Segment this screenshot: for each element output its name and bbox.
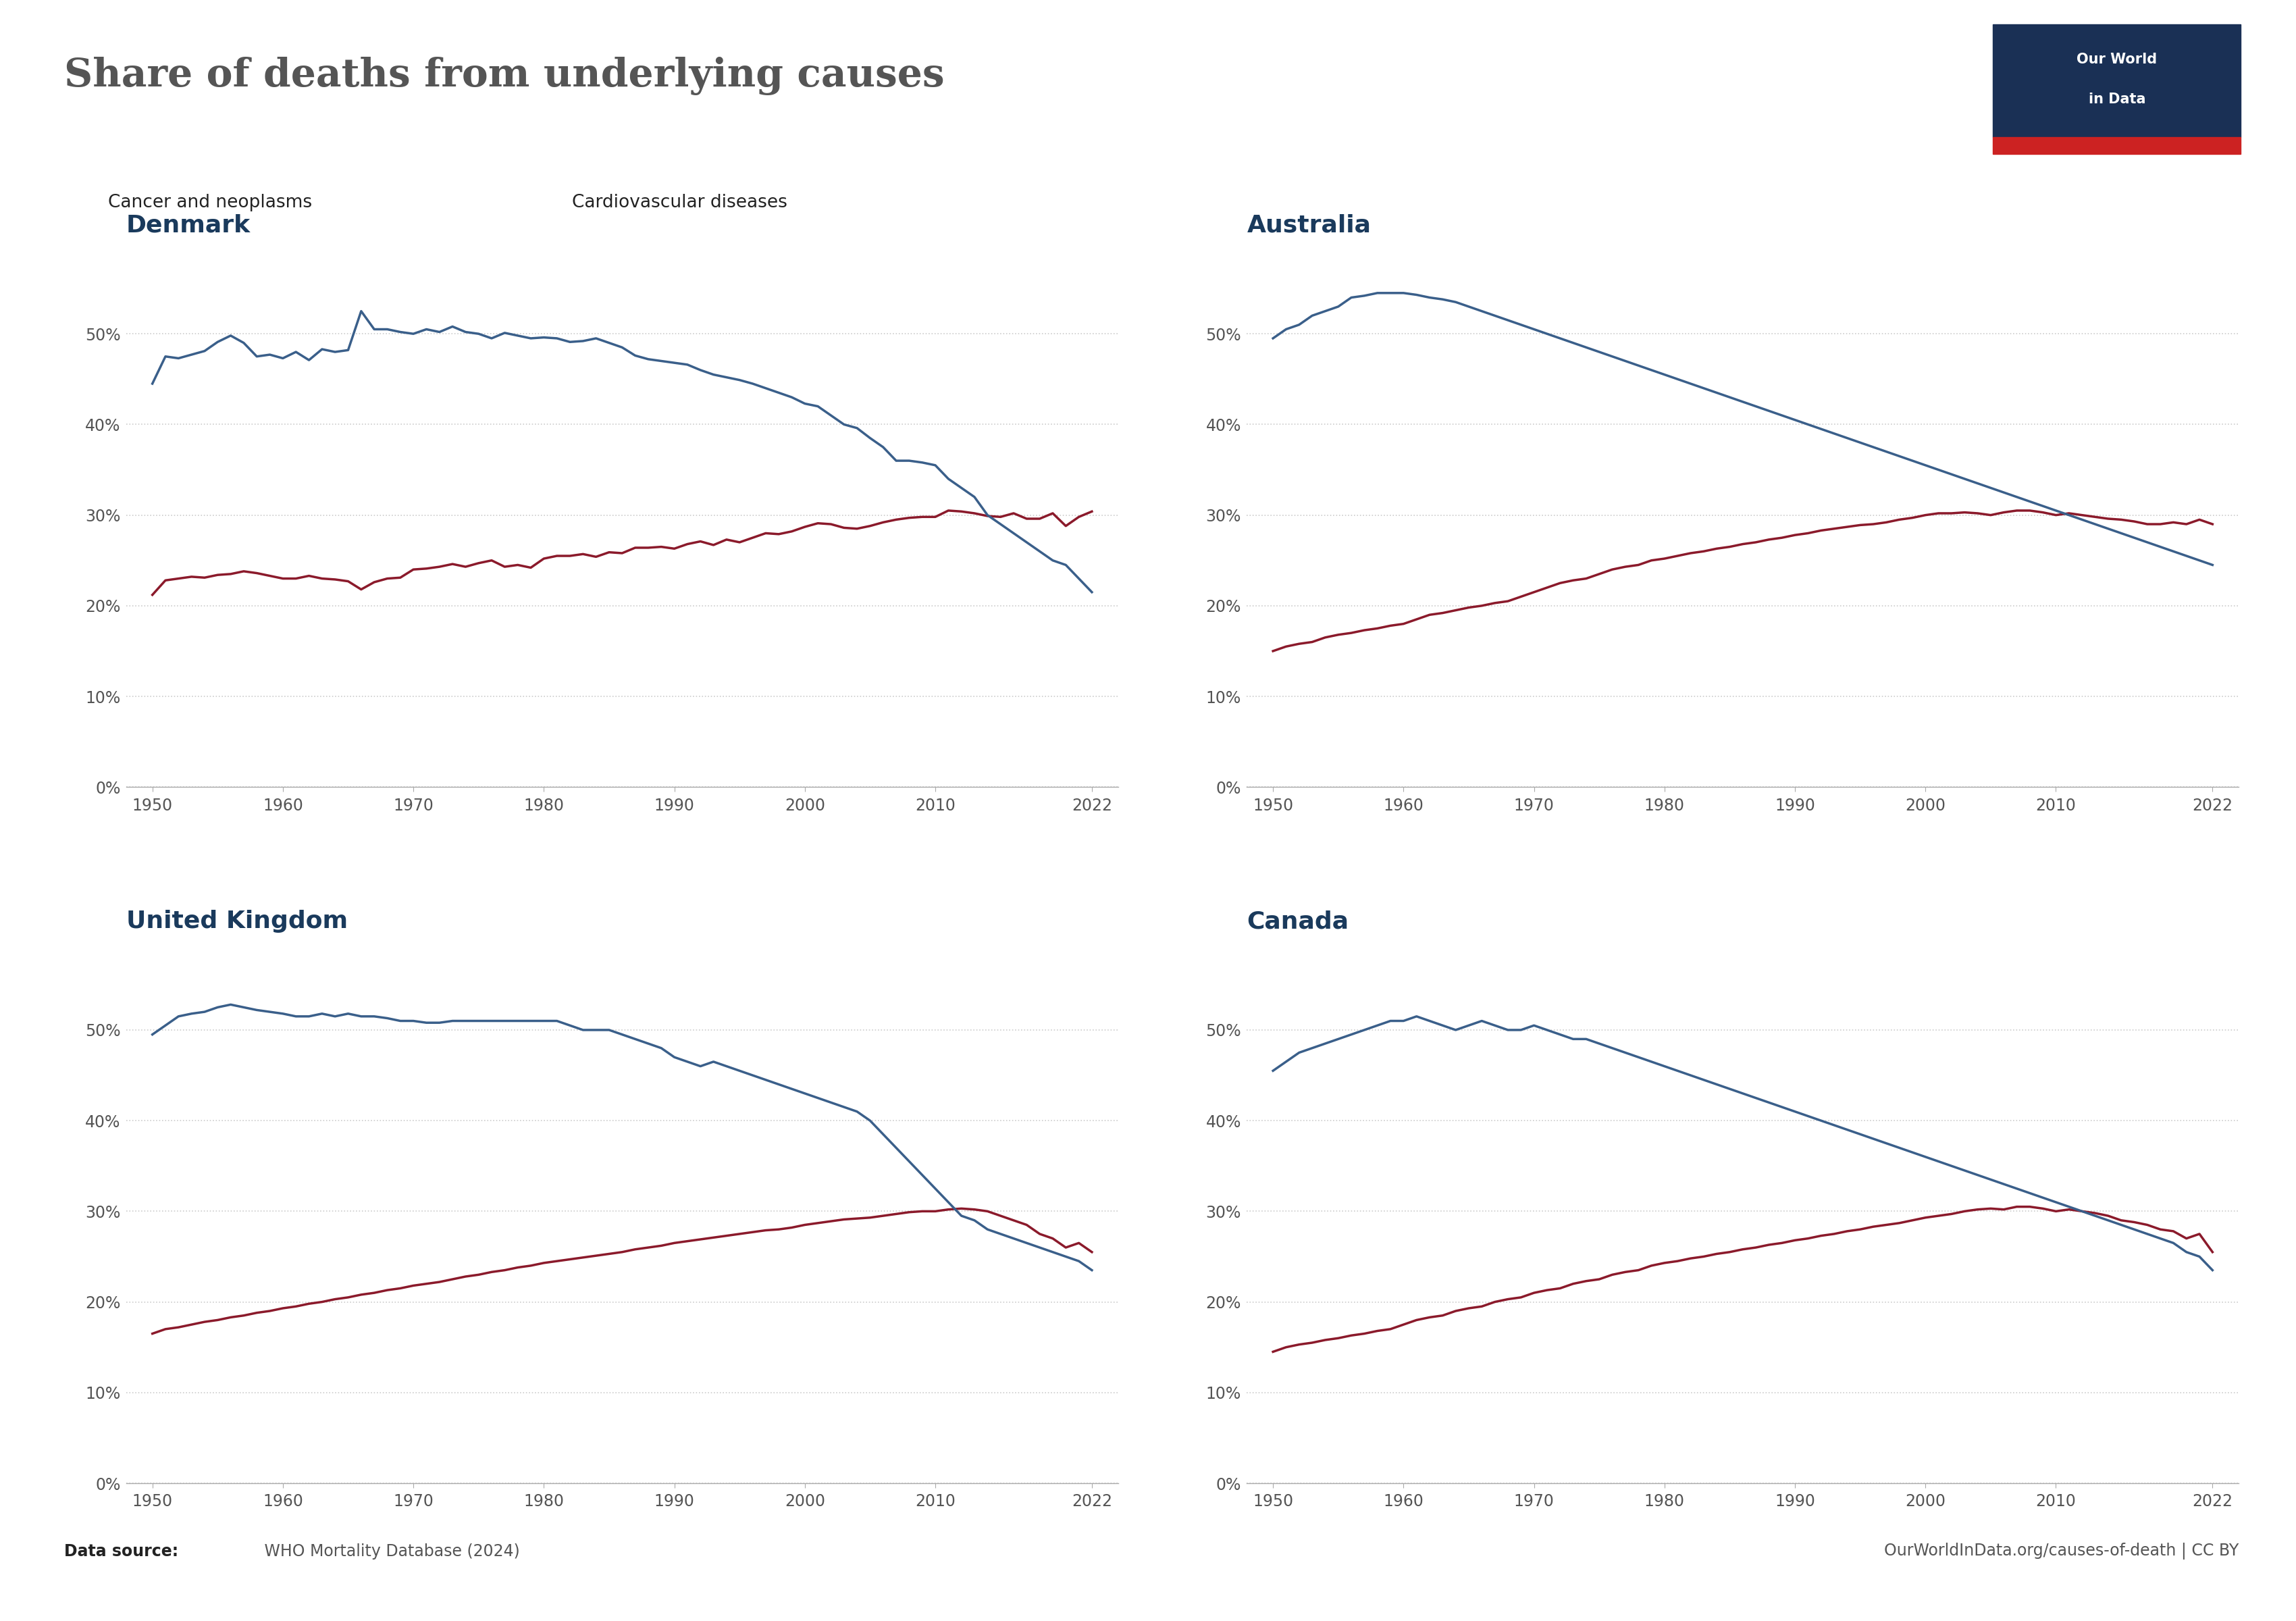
Text: Cancer and neoplasms: Cancer and neoplasms	[108, 195, 312, 211]
Text: Denmark: Denmark	[126, 214, 250, 237]
Text: Data source:: Data source:	[64, 1543, 179, 1559]
Bar	[1993, 138, 2241, 154]
Text: Cardiovascular diseases: Cardiovascular diseases	[572, 195, 788, 211]
Text: WHO Mortality Database (2024): WHO Mortality Database (2024)	[259, 1543, 519, 1559]
Text: Our World: Our World	[2076, 52, 2158, 66]
Text: OurWorldInData.org/causes-of-death | CC BY: OurWorldInData.org/causes-of-death | CC …	[1885, 1543, 2239, 1559]
Text: in Data: in Data	[2089, 92, 2144, 107]
Text: Canada: Canada	[1247, 909, 1350, 932]
Text: United Kingdom: United Kingdom	[126, 909, 349, 932]
Bar	[1993, 24, 2241, 138]
Text: Australia: Australia	[1247, 214, 1371, 237]
Text: Share of deaths from underlying causes: Share of deaths from underlying causes	[64, 57, 944, 96]
